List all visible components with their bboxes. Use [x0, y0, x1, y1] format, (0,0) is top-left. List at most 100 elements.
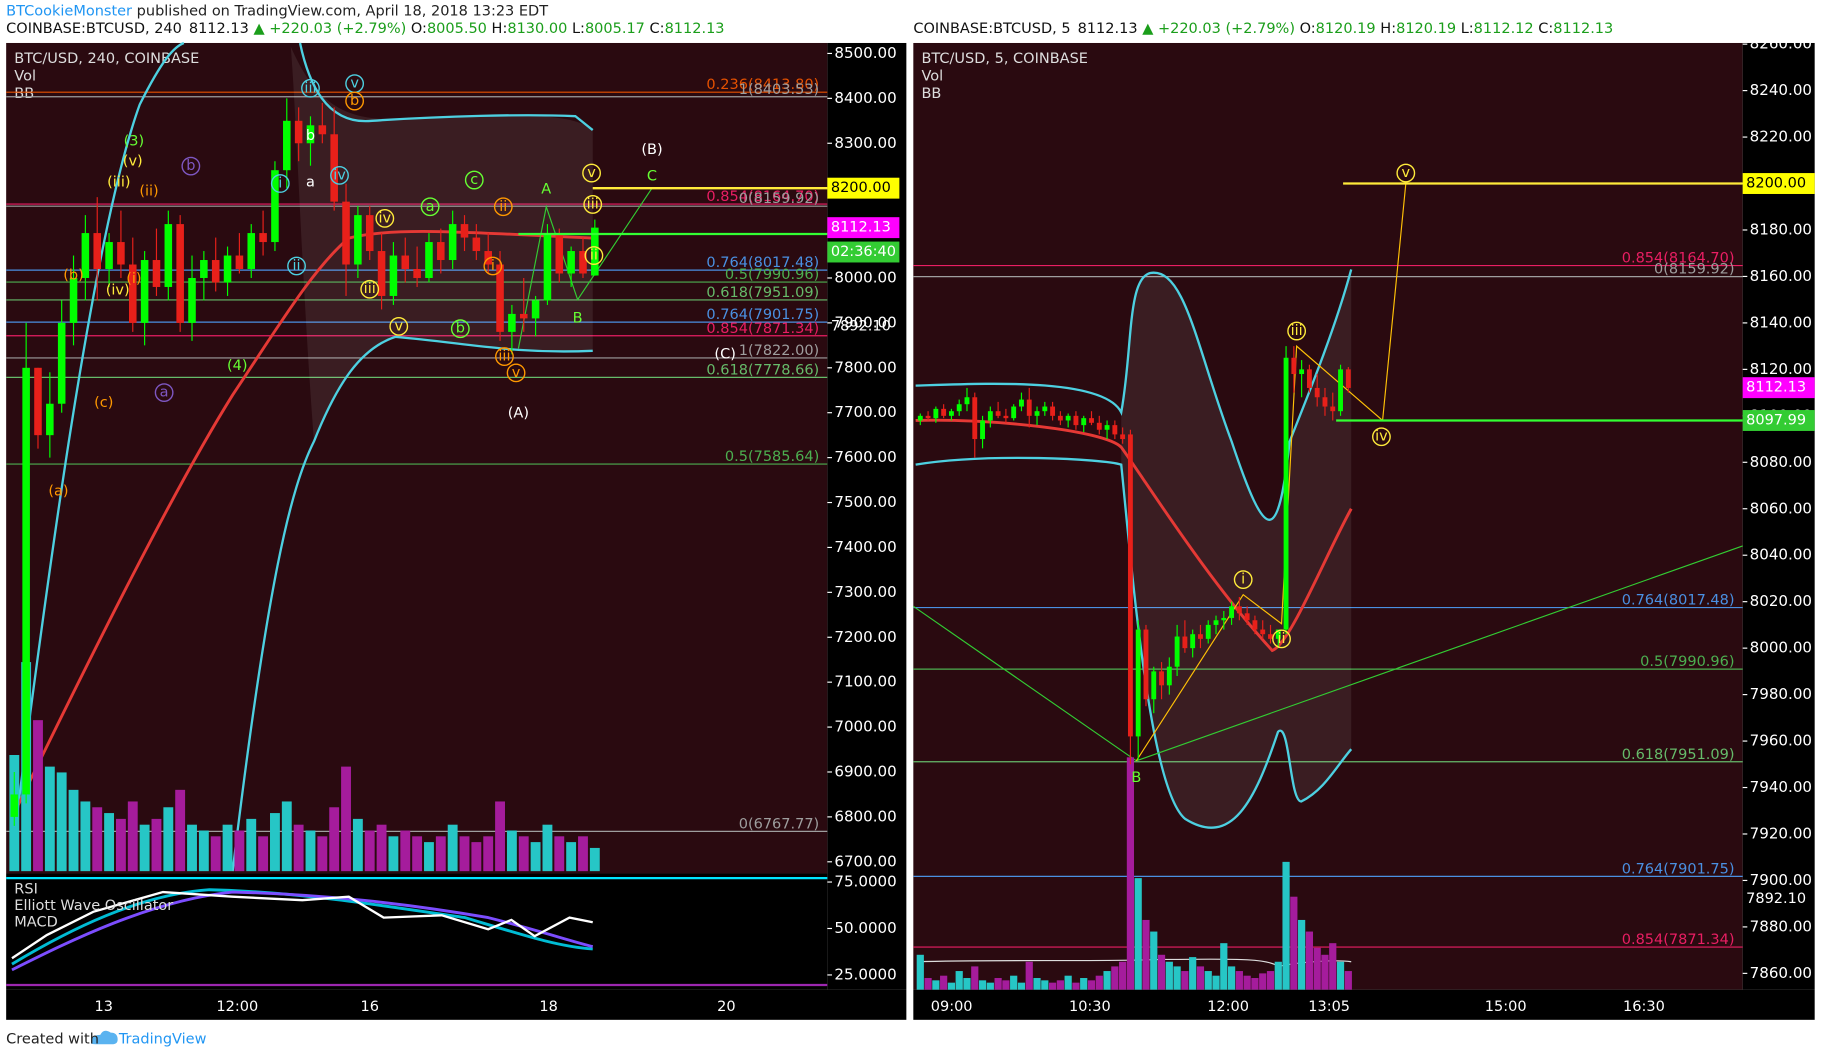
- price-badge: [1742, 377, 1815, 399]
- volume-bar: [1025, 961, 1033, 990]
- wave-circle: [389, 316, 409, 336]
- y-tick-label: 7800.00: [834, 358, 896, 376]
- wave-label: (v): [123, 153, 143, 169]
- wave-circle: [420, 197, 440, 217]
- candle-body: [1042, 406, 1048, 412]
- y-tick-label: 50.0000: [834, 919, 896, 937]
- volume-bar: [940, 975, 948, 990]
- price-badge: [1742, 410, 1815, 431]
- volume-bar: [151, 818, 162, 872]
- wave-label: b: [186, 158, 195, 174]
- price-badge-label: 8200.00: [1746, 176, 1806, 192]
- ohlc-value: 8130.00: [507, 21, 567, 37]
- candle-body: [1112, 425, 1118, 435]
- volume-bar: [1313, 947, 1321, 990]
- candle-body: [342, 201, 350, 265]
- y-tick-label: 8180.00: [1750, 220, 1812, 238]
- wave-label: v: [350, 76, 359, 92]
- candle-body: [531, 300, 540, 319]
- publish-line: BTCookieMonster published on TradingView.…: [6, 4, 548, 20]
- candle-body: [1205, 624, 1211, 639]
- y-tick-label: 6700.00: [834, 852, 896, 870]
- volume-bar: [518, 836, 529, 872]
- wave-circle: [181, 156, 201, 176]
- volume-bar: [932, 980, 940, 990]
- y-tick-label: 8240.00: [1750, 81, 1812, 99]
- ohlc-value: 8120.19: [1316, 21, 1376, 37]
- volume-bar: [270, 813, 280, 872]
- fib-label: 0.764(7901.75): [1622, 861, 1735, 877]
- candle-body: [1345, 369, 1351, 388]
- wave-circle: [154, 383, 174, 403]
- volume-bar: [234, 830, 245, 872]
- candle-body: [117, 242, 125, 265]
- candle-body: [941, 408, 947, 416]
- candle-body: [128, 264, 137, 323]
- indicator-label: BB: [14, 86, 34, 102]
- ohlc-value: 8005.17: [585, 21, 645, 37]
- volume-bar: [1126, 757, 1135, 990]
- volume-bar: [1033, 978, 1041, 990]
- wave-circle: [493, 197, 513, 217]
- last-price: 8112.13: [189, 21, 249, 37]
- quote-line: COINBASE:BTCUSD, 240 8112.13 ▲ +220.03 (+2…: [6, 21, 724, 37]
- volume-bar: [80, 801, 91, 872]
- y-tick-label: 7900.00: [1750, 871, 1812, 889]
- right-time-axis: [913, 989, 1815, 1020]
- candle-body: [69, 277, 78, 323]
- candle-body: [105, 242, 113, 270]
- fib-label: 0.5(7585.64): [725, 449, 819, 465]
- wave-circle: [583, 195, 603, 214]
- y-tick-label: 8020.00: [1750, 592, 1812, 610]
- wave-label: (4): [227, 358, 248, 374]
- volume-bar: [1017, 982, 1026, 990]
- volume-bar: [1157, 954, 1166, 990]
- y-tick-label: 8300.00: [834, 134, 896, 152]
- candle-body: [283, 120, 291, 171]
- y-tick-label: 7000.00: [834, 718, 896, 736]
- x-tick-label: 12:00: [1207, 999, 1249, 1015]
- wave-circle: [495, 347, 514, 367]
- candle-body: [1026, 399, 1032, 416]
- candle-body: [152, 260, 161, 287]
- candle-body: [917, 415, 923, 421]
- candle-body: [211, 260, 220, 283]
- right-price-pane: [913, 42, 1743, 990]
- fib-label: 0.854(8164.70): [706, 189, 819, 205]
- wave-label: ii: [499, 199, 507, 215]
- wave-label: i: [491, 258, 495, 274]
- candle-body: [964, 397, 970, 405]
- candle-body: [1143, 629, 1149, 700]
- candle-body: [176, 224, 184, 323]
- y-tick-label: 6900.00: [834, 762, 896, 780]
- fib-label: 0.5(7990.96): [725, 267, 819, 283]
- wave-circle: [1272, 629, 1291, 649]
- candle-body: [555, 233, 564, 274]
- volume-bar: [115, 818, 126, 872]
- volume-bar: [92, 807, 103, 872]
- x-tick-label: 20: [717, 999, 735, 1015]
- candle-body: [1291, 357, 1297, 375]
- y-tick-label: 7300.00: [834, 583, 896, 601]
- wave-label: c: [470, 172, 478, 188]
- change: ▲ +220.03 (+2.79%): [1142, 21, 1295, 37]
- candle-body: [354, 215, 362, 265]
- wave-circle: [360, 279, 380, 299]
- fib-label: 0.236(8413.80): [706, 77, 819, 93]
- candle-body: [235, 255, 244, 270]
- indicator-drawing: [1121, 269, 1352, 828]
- wave-label: iv: [379, 210, 392, 226]
- volume-bar: [955, 971, 963, 990]
- fib-label: 1(7822.00): [739, 343, 820, 359]
- x-tick-label: 10:30: [1069, 999, 1111, 1015]
- header: BTCookieMonster published on TradingView.…: [6, 4, 1613, 37]
- y-tick-label: 7860.00: [1750, 964, 1812, 982]
- candle-body: [1330, 406, 1336, 412]
- wave-circle: [464, 170, 484, 190]
- volume-bar: [1321, 954, 1329, 990]
- candle-body: [294, 120, 303, 144]
- price-badge: [1742, 173, 1815, 194]
